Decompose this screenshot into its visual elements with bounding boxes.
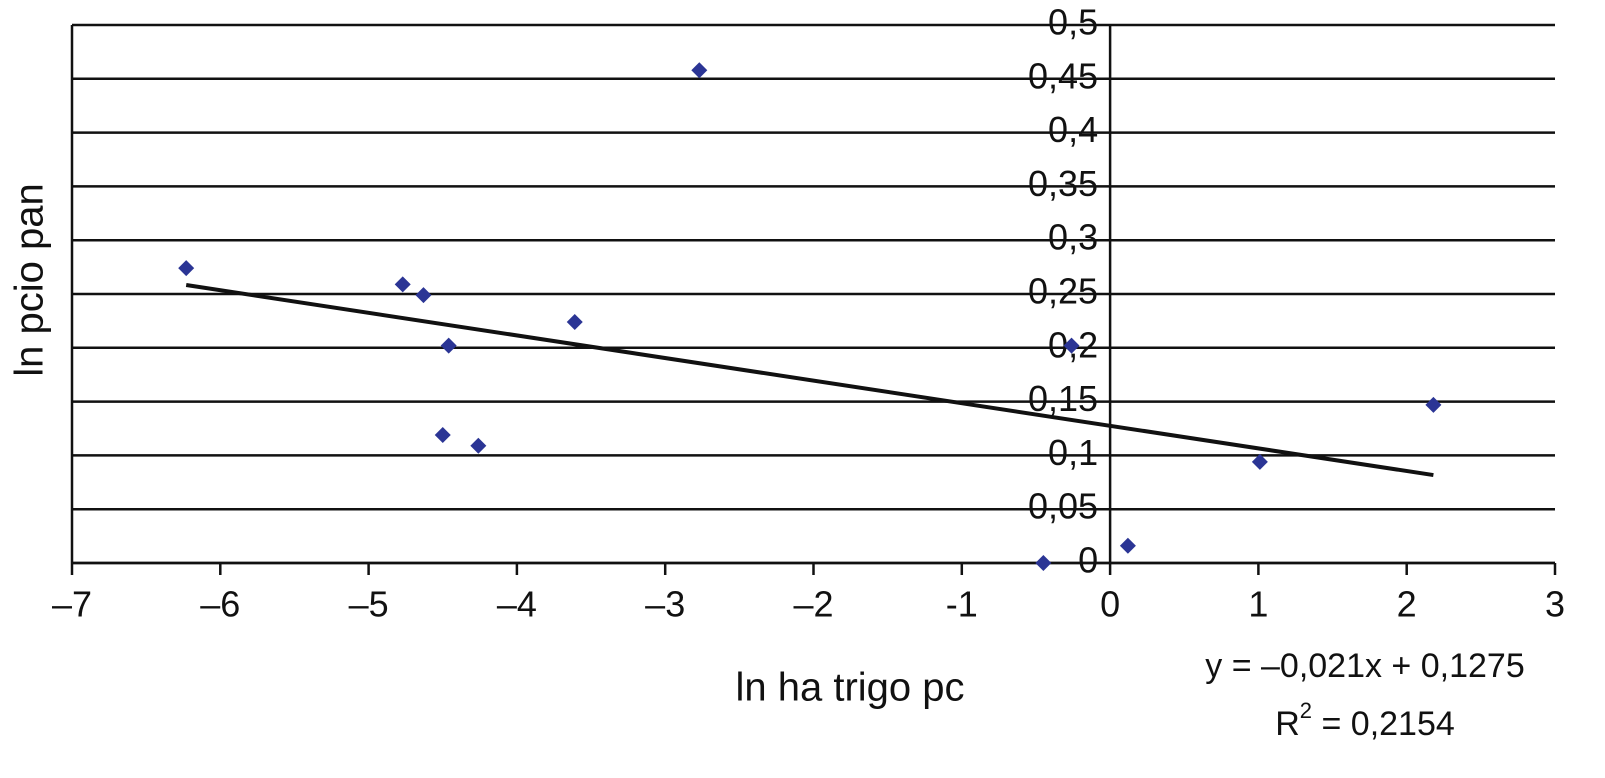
x-tick-label: –4 [497, 584, 537, 625]
r2-rest: = 0,2154 [1312, 705, 1455, 743]
scatter-point [1035, 555, 1052, 571]
y-tick-label: 0,05 [1028, 486, 1098, 527]
y-tick-label: 0,1 [1048, 432, 1098, 473]
x-tick-label: -1 [946, 584, 978, 625]
x-tick-label: 0 [1100, 584, 1120, 625]
y-tick-label: 0,5 [1048, 2, 1098, 43]
r-squared: R2 = 0,2154 [1275, 698, 1455, 743]
x-tick-label: 1 [1248, 584, 1268, 625]
scatter-point [691, 62, 708, 79]
scatter-point [1119, 537, 1136, 554]
scatter-point [1063, 337, 1080, 354]
trend-equation: y = –0,021x + 0,1275 [1205, 647, 1524, 685]
y-tick-label: 0 [1078, 540, 1098, 581]
x-tick-label: 2 [1397, 584, 1417, 625]
scatter-point [1251, 453, 1268, 470]
y-tick-label: 0,15 [1028, 378, 1098, 419]
scatter-point [434, 426, 451, 443]
y-tick-label: 0,25 [1028, 271, 1098, 312]
scatter-point [440, 337, 457, 354]
y-tick-label: 0,35 [1028, 163, 1098, 204]
x-tick-label: –5 [349, 584, 389, 625]
x-tick-label: –3 [645, 584, 685, 625]
y-axis-title: ln pcio pan [8, 183, 52, 376]
scatter-point [566, 313, 583, 330]
trendline [185, 283, 1434, 478]
x-tick-label: –6 [200, 584, 240, 625]
r2-sup: 2 [1300, 698, 1312, 723]
x-tick-label: 3 [1545, 584, 1565, 625]
x-axis-title: ln ha trigo pc [735, 666, 964, 710]
scatter-point [178, 260, 195, 277]
y-tick-label: 0,45 [1028, 55, 1098, 96]
scatter-point [470, 437, 487, 454]
scatter-point [415, 287, 432, 304]
scatter-point [394, 276, 411, 293]
y-tick-label: 0,4 [1048, 109, 1098, 150]
scatter-point [1425, 396, 1442, 413]
y-tick-label: 0,3 [1048, 217, 1098, 258]
x-tick-label: –7 [52, 584, 92, 625]
x-tick-label: –2 [793, 584, 833, 625]
r2-base: R [1275, 705, 1300, 743]
